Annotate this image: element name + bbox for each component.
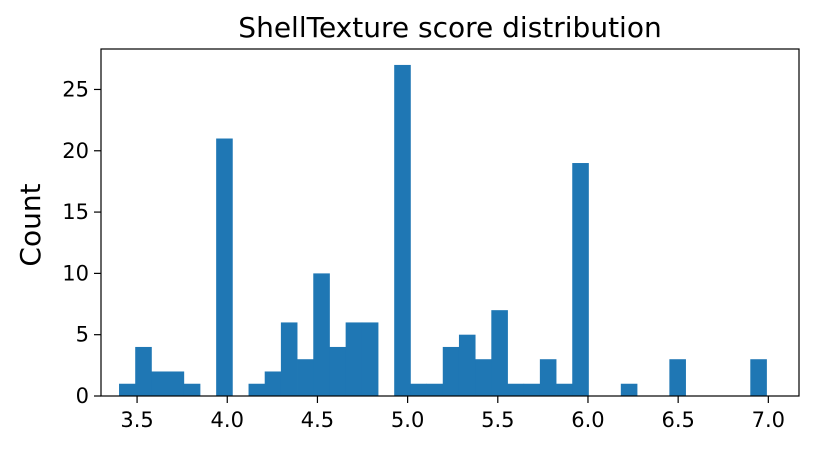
histogram-bar xyxy=(394,64,411,396)
histogram-bar xyxy=(119,383,136,396)
histogram-bar xyxy=(539,359,557,396)
x-tick-label: 5.5 xyxy=(481,408,514,432)
x-tick-label: 6.5 xyxy=(661,408,694,432)
y-tick-label: 25 xyxy=(62,77,89,101)
histogram-bar xyxy=(264,371,282,396)
histogram-bar xyxy=(167,371,185,396)
x-tick-label: 6.0 xyxy=(571,408,604,432)
x-axis-ticks: 3.5 4.0 4.5 5.0 5.5 6.0 6.5 7.0 xyxy=(120,396,785,432)
x-tick-label: 4.0 xyxy=(211,408,244,432)
y-axis-label: Count xyxy=(14,183,47,266)
histogram-bar xyxy=(313,273,330,396)
x-tick-label: 3.5 xyxy=(120,408,153,432)
chart-title: ShellTexture score distribution xyxy=(238,11,661,44)
histogram-bar xyxy=(151,371,168,396)
y-axis-ticks: 0 5 10 15 20 25 xyxy=(62,77,101,408)
y-tick-label: 5 xyxy=(76,323,89,347)
histogram-bar xyxy=(556,383,573,396)
y-tick-label: 0 xyxy=(76,384,89,408)
histogram-bar xyxy=(426,383,444,396)
y-tick-label: 15 xyxy=(62,200,89,224)
histogram-bar xyxy=(361,322,379,396)
histogram-bar xyxy=(297,359,314,396)
histogram-bar xyxy=(620,383,638,396)
histogram-bar xyxy=(491,310,508,396)
histogram-bar xyxy=(669,359,686,396)
histogram-bar xyxy=(135,346,152,396)
histogram-bar xyxy=(475,359,492,396)
histogram-bar xyxy=(442,346,460,396)
histogram-bar xyxy=(750,359,767,396)
histogram-bar xyxy=(523,383,541,396)
histogram-bar xyxy=(345,322,363,396)
histogram-bar xyxy=(329,346,347,396)
histogram-bar xyxy=(507,383,525,396)
x-tick-label: 4.5 xyxy=(301,408,334,432)
histogram-bar xyxy=(410,383,427,396)
histogram-bar xyxy=(572,163,589,396)
y-tick-label: 10 xyxy=(62,261,89,285)
x-tick-label: 7.0 xyxy=(752,408,785,432)
histogram-bar xyxy=(280,322,298,396)
histogram-bar xyxy=(248,383,266,396)
y-tick-label: 20 xyxy=(62,139,89,163)
histogram-bar xyxy=(183,383,201,396)
histogram-bar xyxy=(458,334,476,396)
plot-frame xyxy=(100,48,800,397)
histogram-bar xyxy=(216,138,233,396)
x-tick-label: 5.0 xyxy=(391,408,424,432)
bars-group xyxy=(119,64,767,396)
